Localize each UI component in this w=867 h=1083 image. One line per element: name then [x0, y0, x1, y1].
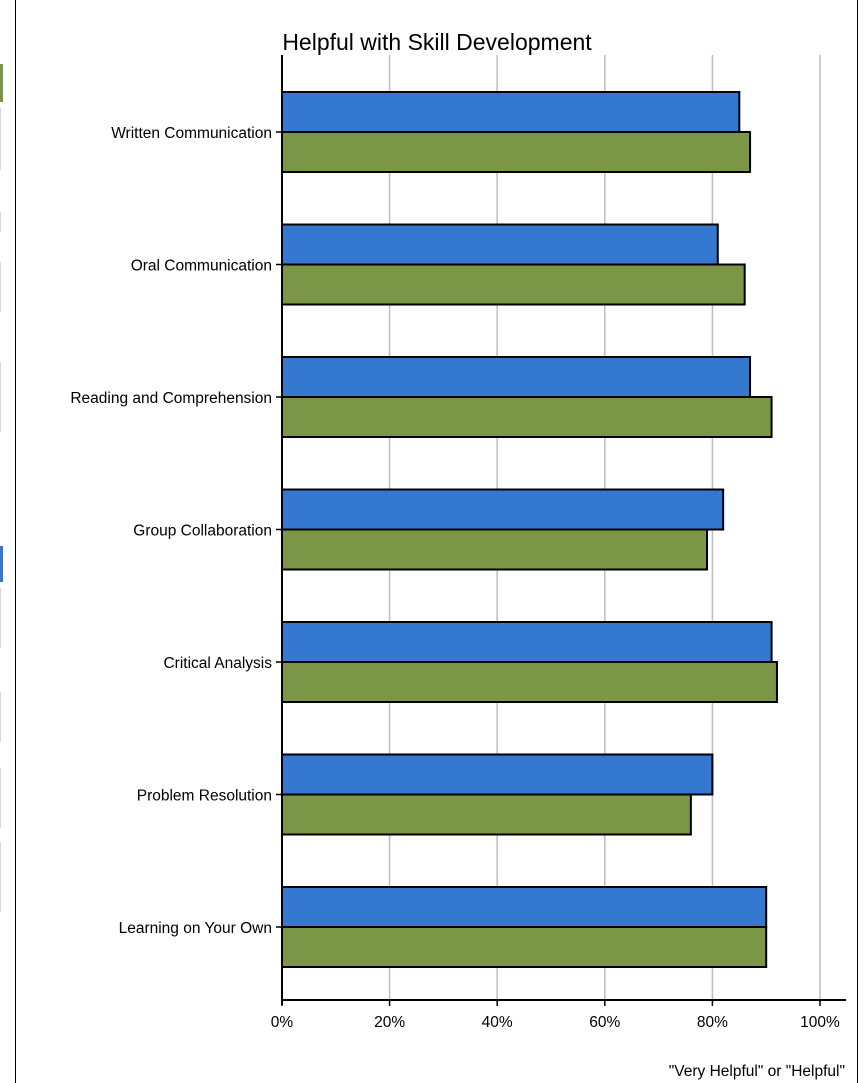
legend-rule [0, 212, 1, 232]
bar-1-5 [281, 753, 714, 796]
chart-frame [15, 0, 858, 1083]
x-tick-label-3: 60% [589, 1014, 620, 1031]
bar-2-1 [281, 263, 746, 306]
x-tick-labels: 0% 20% 40% 60% 80% 100% [271, 1014, 840, 1031]
category-label-0: Written Communication [111, 125, 272, 142]
x-tick-label-0: 0% [271, 1014, 294, 1031]
category-label-6: Learning on Your Own [119, 920, 272, 937]
bar-2-0 [281, 131, 752, 173]
legend-rule [0, 262, 1, 312]
x-tick-label-5: 100% [800, 1014, 840, 1031]
bar-1-6 [281, 886, 768, 928]
bar-2-4 [281, 661, 778, 703]
bar-1-0 [281, 91, 741, 133]
category-label-3: Group Collaboration [133, 523, 272, 540]
legend-rule [0, 692, 1, 742]
x-tick-label-4: 80% [697, 1014, 728, 1031]
bar-2-3 [281, 528, 709, 571]
bar-1-4 [281, 621, 773, 663]
legend-swatch-green [0, 64, 3, 102]
bar-2-5 [281, 793, 692, 836]
x-axis-label: "Very Helpful" or "Helpful" [669, 1063, 845, 1080]
bar-2-6 [281, 926, 768, 968]
category-labels: Written Communication Oral Communication R… [70, 125, 272, 937]
legend-rule [0, 768, 1, 828]
x-tick-label-1: 20% [374, 1014, 405, 1031]
legend-rule [0, 108, 1, 170]
axes [276, 55, 846, 1006]
legend-rule [0, 362, 1, 432]
category-label-1: Oral Communication [131, 258, 272, 275]
category-label-2: Reading and Comprehension [70, 390, 272, 407]
legend-rule [0, 588, 1, 648]
bar-1-3 [281, 488, 725, 531]
category-label-4: Critical Analysis [163, 655, 272, 672]
bar-2-2 [281, 396, 773, 438]
chart-title: Helpful with Skill Development [282, 29, 592, 55]
legend-swatch-blue [0, 546, 3, 582]
category-label-5: Problem Resolution [137, 788, 272, 805]
x-tick-label-2: 40% [482, 1014, 513, 1031]
bar-1-2 [281, 356, 752, 398]
bar-1-1 [281, 223, 719, 266]
bars [281, 91, 778, 968]
legend-rule [0, 842, 1, 912]
